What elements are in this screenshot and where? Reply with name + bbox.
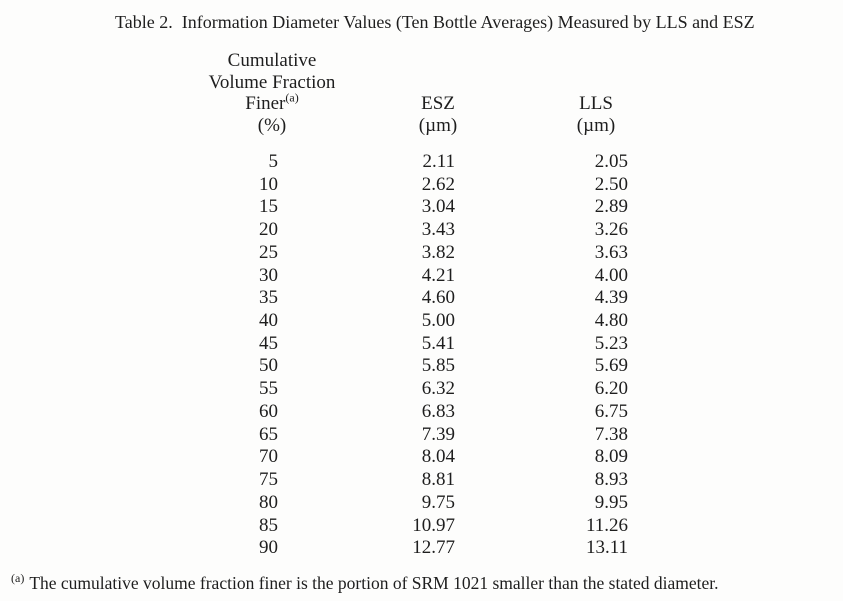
header-line-lls: LLS <box>579 93 613 114</box>
table-cell-pct-row-7: 40 <box>259 310 278 332</box>
header-unit-lls-um: (µm) <box>576 114 616 136</box>
table-cell-pct-row-9: 50 <box>259 355 278 377</box>
table-cell-lls-row-16: 11.26 <box>585 514 628 536</box>
header-line-esz: ESZ <box>421 93 455 114</box>
table-cell-esz-row-6: 4.60 <box>421 287 455 309</box>
table-cell-pct-row-13: 70 <box>259 446 278 468</box>
table-cell-esz-row-13: 8.04 <box>421 446 455 468</box>
table-cell-pct-row-12: 65 <box>259 423 278 445</box>
column-header-esz: ESZ (µm) <box>419 93 457 136</box>
table-cell-lls-row-5: 4.00 <box>594 264 628 286</box>
table-cell-pct-row-11: 60 <box>259 400 278 422</box>
table-cell-esz-row-10: 6.32 <box>421 378 455 400</box>
table-cell-lls-row-9: 5.69 <box>594 355 628 377</box>
header-line-volume-fraction: Volume Fraction <box>208 71 336 93</box>
table-cell-pct-row-16: 85 <box>259 514 278 536</box>
column-header-lls: LLS (µm) <box>577 93 615 136</box>
table-cell-pct-row-5: 30 <box>259 264 278 286</box>
header-unit-percent: (%) <box>257 114 287 136</box>
table-cell-esz-row-16: 10.97 <box>412 514 455 536</box>
table-cell-pct-row-8: 45 <box>259 332 278 354</box>
footnote: (a) The cumulative volume fraction finer … <box>11 572 718 594</box>
table-cell-pct-row-3: 20 <box>259 219 278 241</box>
table-cell-pct-row-17: 90 <box>259 537 278 559</box>
table-cell-lls-row-0: 2.05 <box>594 151 628 172</box>
table-cell-lls-row-10: 6.20 <box>594 378 628 400</box>
table-cell-lls-row-12: 7.38 <box>594 423 628 445</box>
table-cell-esz-row-11: 6.83 <box>421 400 455 422</box>
column-header-cumulative-volume-fraction-finer: Cumulative Volume Fraction Finer(a) (%) <box>209 50 336 136</box>
table-cell-lls-row-15: 9.95 <box>594 491 628 513</box>
table-cell-lls-row-4: 3.63 <box>594 241 628 263</box>
header-unit-esz-um: (µm) <box>418 114 458 136</box>
table-cell-esz-row-15: 9.75 <box>421 491 455 513</box>
table-cell-pct-row-0: 5 <box>268 151 279 172</box>
table-cell-esz-row-7: 5.00 <box>421 310 455 332</box>
table-cell-lls-row-1: 2.50 <box>594 173 628 195</box>
table-cell-esz-row-1: 2.62 <box>421 173 455 195</box>
table-cell-lls-row-11: 6.75 <box>594 400 628 422</box>
table-cell-esz-row-2: 3.04 <box>421 196 455 218</box>
table-cell-pct-row-4: 25 <box>259 241 278 263</box>
table-cell-lls-row-3: 3.26 <box>594 219 628 241</box>
table-cell-lls-row-8: 5.23 <box>594 332 628 354</box>
table-cell-esz-row-12: 7.39 <box>421 423 455 445</box>
table-cell-esz-row-17: 12.77 <box>412 537 455 559</box>
table-title: Table 2. Information Diameter Values (Te… <box>115 12 755 32</box>
table-cell-esz-row-14: 8.81 <box>421 469 455 491</box>
table-body: 5 2.11 2.05 10 2.62 2.50 15 3.04 2.89 20 3.43 3.26 2… <box>150 151 628 560</box>
table-cell-pct-row-15: 80 <box>259 491 278 513</box>
table-cell-lls-row-14: 8.93 <box>594 469 628 491</box>
table-cell-lls-row-7: 4.80 <box>594 310 628 332</box>
footnote-text: The cumulative volume fraction finer is … <box>29 573 719 593</box>
header-line-cumulative: Cumulative <box>227 50 317 71</box>
table-cell-lls-row-17: 13.11 <box>585 537 628 559</box>
table-cell-lls-row-6: 4.39 <box>594 287 628 309</box>
table-cell-pct-row-6: 35 <box>259 287 278 309</box>
table-cell-esz-row-3: 3.43 <box>421 219 455 241</box>
table-cell-pct-row-1: 10 <box>259 173 278 195</box>
footnote-marker: (a) <box>11 571 25 586</box>
table-cell-pct-row-10: 55 <box>259 378 278 400</box>
table-cell-esz-row-4: 3.82 <box>421 241 455 263</box>
table-cell-pct-row-2: 15 <box>259 196 278 218</box>
footnote-reference-a: (a) <box>285 90 299 105</box>
header-line-finer: Finer(a) <box>245 90 299 114</box>
table-cell-esz-row-5: 4.21 <box>421 264 455 286</box>
table-cell-lls-row-13: 8.09 <box>594 446 628 468</box>
table-cell-pct-row-14: 75 <box>259 469 278 491</box>
table-cell-esz-row-8: 5.41 <box>421 332 455 354</box>
table-cell-lls-row-2: 2.89 <box>594 196 628 218</box>
table-cell-esz-row-9: 5.85 <box>421 355 455 377</box>
table-cell-esz-row-0: 2.11 <box>422 151 455 172</box>
